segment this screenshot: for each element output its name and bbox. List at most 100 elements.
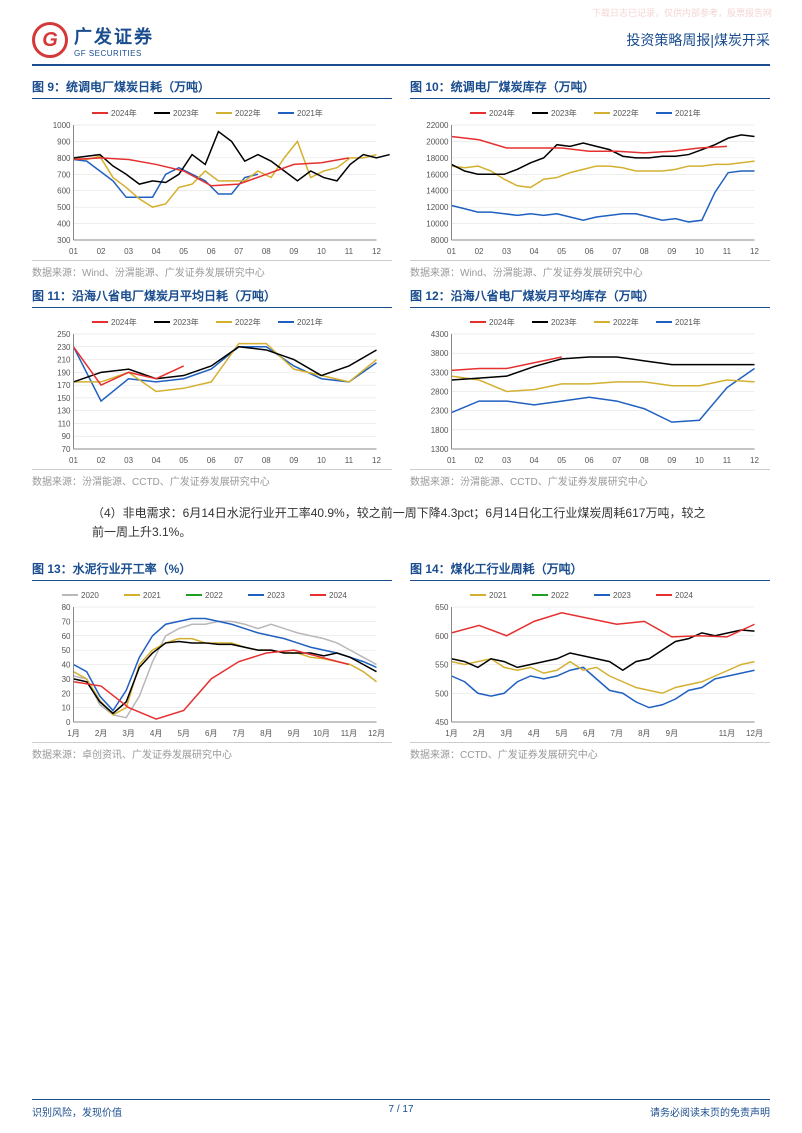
svg-text:20: 20 — [62, 690, 71, 699]
svg-text:2023年: 2023年 — [551, 317, 577, 327]
svg-text:04: 04 — [152, 456, 161, 465]
svg-text:60: 60 — [62, 632, 71, 641]
svg-text:5月: 5月 — [555, 729, 567, 738]
svg-text:0: 0 — [66, 718, 71, 727]
logo-icon: G — [32, 22, 68, 58]
svg-text:2022: 2022 — [205, 591, 223, 600]
header-title: 投资策略周报|煤炭开采 — [626, 30, 770, 50]
svg-text:04: 04 — [152, 247, 161, 256]
svg-text:05: 05 — [557, 456, 566, 465]
chart-source: 数据来源：汾渭能源、CCTD、广发证券发展研究中心 — [410, 469, 770, 488]
logo: G 广发证券 GF SECURITIES — [32, 22, 154, 58]
svg-text:3300: 3300 — [431, 368, 449, 377]
svg-text:2021年: 2021年 — [297, 108, 323, 118]
svg-text:900: 900 — [57, 137, 71, 146]
svg-text:06: 06 — [585, 247, 594, 256]
svg-text:600: 600 — [57, 187, 71, 196]
svg-text:2021年: 2021年 — [675, 317, 701, 327]
svg-text:7月: 7月 — [233, 729, 245, 738]
svg-text:2024年: 2024年 — [111, 317, 137, 327]
svg-text:07: 07 — [612, 456, 621, 465]
svg-text:6月: 6月 — [205, 729, 217, 738]
svg-text:05: 05 — [179, 247, 188, 256]
svg-text:800: 800 — [57, 154, 71, 163]
svg-text:11月: 11月 — [719, 729, 735, 738]
svg-text:12: 12 — [750, 456, 759, 465]
svg-text:70: 70 — [62, 618, 71, 627]
svg-text:70: 70 — [62, 445, 71, 454]
svg-text:01: 01 — [69, 247, 78, 256]
svg-text:700: 700 — [57, 170, 71, 179]
svg-text:10: 10 — [695, 247, 704, 256]
svg-text:4月: 4月 — [528, 729, 540, 738]
chart-title: 图 9：统调电厂煤炭日耗（万吨） — [32, 78, 392, 99]
svg-text:12: 12 — [372, 247, 381, 256]
page-header: G 广发证券 GF SECURITIES 投资策略周报|煤炭开采 — [32, 22, 770, 66]
svg-text:03: 03 — [502, 456, 511, 465]
svg-text:02: 02 — [97, 247, 106, 256]
svg-text:500: 500 — [435, 690, 449, 699]
svg-text:40: 40 — [62, 661, 71, 670]
svg-text:150: 150 — [57, 394, 71, 403]
svg-text:12月: 12月 — [368, 729, 385, 738]
svg-text:2022年: 2022年 — [235, 108, 261, 118]
svg-text:10000: 10000 — [426, 220, 449, 229]
svg-text:190: 190 — [57, 368, 71, 377]
svg-text:06: 06 — [585, 456, 594, 465]
svg-text:30: 30 — [62, 675, 71, 684]
svg-text:12: 12 — [372, 456, 381, 465]
svg-text:2800: 2800 — [431, 388, 449, 397]
svg-text:8000: 8000 — [431, 236, 449, 245]
svg-text:2021: 2021 — [489, 591, 507, 600]
page-footer: 识别风险，发现价值 请务必阅读末页的免责声明 7 / 17 — [32, 1099, 770, 1119]
chart-source: 数据来源：Wind、汾渭能源、广发证券发展研究中心 — [410, 260, 770, 279]
svg-text:05: 05 — [179, 456, 188, 465]
svg-text:2021: 2021 — [143, 591, 161, 600]
svg-text:10: 10 — [62, 704, 71, 713]
svg-text:10: 10 — [695, 456, 704, 465]
svg-text:04: 04 — [530, 456, 539, 465]
watermark: 下载日志已记录，仅供内部参考，股票报告网 — [592, 6, 772, 19]
svg-text:2020: 2020 — [81, 591, 99, 600]
svg-text:130: 130 — [57, 407, 71, 416]
svg-text:2022: 2022 — [551, 591, 569, 600]
svg-text:2022年: 2022年 — [235, 317, 261, 327]
svg-text:9月: 9月 — [666, 729, 678, 738]
svg-text:09: 09 — [667, 456, 676, 465]
svg-text:12000: 12000 — [426, 203, 449, 212]
svg-text:09: 09 — [667, 247, 676, 256]
svg-text:210: 210 — [57, 356, 71, 365]
svg-text:300: 300 — [57, 236, 71, 245]
svg-text:12: 12 — [750, 247, 759, 256]
svg-text:07: 07 — [612, 247, 621, 256]
chart-canvas: 2024年2023年2022年2021年30040050060070080090… — [32, 103, 392, 258]
svg-text:08: 08 — [640, 247, 649, 256]
svg-text:2024: 2024 — [675, 591, 693, 600]
svg-text:2300: 2300 — [431, 407, 449, 416]
svg-text:2023: 2023 — [267, 591, 285, 600]
chart-source: 数据来源：CCTD、广发证券发展研究中心 — [410, 742, 770, 761]
svg-text:2023: 2023 — [613, 591, 631, 600]
body-paragraph: （4）非电需求：6月14日水泥行业开工率40.9%，较之前一周下降4.3pct；… — [92, 504, 710, 542]
chart-title: 图 13：水泥行业开工率（%） — [32, 560, 392, 581]
svg-text:80: 80 — [62, 603, 71, 612]
svg-text:1300: 1300 — [431, 445, 449, 454]
svg-text:11: 11 — [345, 456, 354, 465]
svg-text:2024年: 2024年 — [111, 108, 137, 118]
svg-text:2022年: 2022年 — [613, 108, 639, 118]
chart-c11: 图 11：沿海八省电厂煤炭月平均日耗（万吨） 2024年2023年2022年20… — [32, 287, 392, 488]
svg-text:01: 01 — [447, 247, 456, 256]
chart-source: 数据来源：卓创资讯、广发证券发展研究中心 — [32, 742, 392, 761]
chart-title: 图 11：沿海八省电厂煤炭月平均日耗（万吨） — [32, 287, 392, 308]
svg-text:9月: 9月 — [288, 729, 300, 738]
svg-text:03: 03 — [502, 247, 511, 256]
svg-text:03: 03 — [124, 456, 133, 465]
svg-text:3月: 3月 — [500, 729, 512, 738]
svg-text:10: 10 — [317, 247, 326, 256]
svg-text:90: 90 — [62, 432, 71, 441]
chart-source: 数据来源：汾渭能源、CCTD、广发证券发展研究中心 — [32, 469, 392, 488]
svg-text:09: 09 — [289, 247, 298, 256]
svg-text:22000: 22000 — [426, 121, 449, 130]
svg-text:2月: 2月 — [473, 729, 485, 738]
svg-text:450: 450 — [435, 718, 449, 727]
